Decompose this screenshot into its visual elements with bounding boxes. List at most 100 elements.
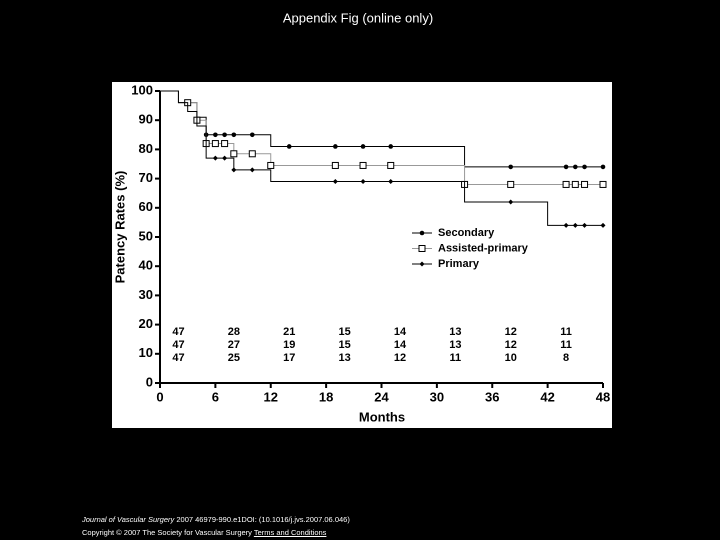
censor-marker [563,164,569,170]
censor-marker [230,150,238,158]
at-risk-count: 27 [228,339,240,351]
x-tick-label: 30 [430,389,444,404]
at-risk-count: 47 [172,352,184,364]
censor-marker [582,164,587,170]
legend-label: Primary [438,258,480,270]
censor-marker [286,144,292,149]
at-risk-count: 21 [283,326,295,338]
at-risk-count: 14 [394,326,407,338]
censor-marker [222,132,227,138]
citation-text: 2007 46979-990.e1DOI: (10.1016/j.jvs.200… [174,515,350,524]
y-tick-label: 90 [139,112,153,127]
y-tick-label: 80 [139,141,153,156]
censor-marker [582,222,588,228]
censor-marker [267,161,275,169]
legend-label: Secondary [438,227,495,239]
at-risk-count: 11 [560,339,572,351]
at-risk-count: 13 [449,339,461,351]
citation: Journal of Vascular Surgery 2007 46979-9… [82,515,350,524]
y-tick-label: 20 [139,316,153,331]
copyright-line: Copyright © 2007 The Society for Vascula… [82,528,326,537]
journal: Journal of Vascular Surgery [82,515,175,524]
censor-marker [562,180,570,188]
legend-label: Assisted-primary [438,242,529,254]
censor-marker [507,180,515,188]
censor-marker [221,140,229,148]
at-risk-count: 10 [505,352,517,364]
at-risk-count: 25 [228,352,240,364]
censor-marker [212,155,218,161]
at-risk-count: 17 [283,352,295,364]
y-tick-label: 100 [131,82,153,97]
censor-marker [388,144,394,149]
x-tick-label: 36 [485,389,499,404]
survival-line [160,90,603,226]
censor-marker [248,150,256,158]
censor-marker [563,222,569,228]
terms-link[interactable]: Terms and Conditions [253,528,327,537]
x-axis-label: Months [359,409,405,424]
x-tick-label: 12 [264,389,278,404]
at-risk-count: 11 [560,326,572,338]
censor-marker [231,167,237,173]
x-tick-label: 42 [540,389,554,404]
censor-marker [600,164,606,170]
censor-marker [331,161,339,169]
censor-marker [572,222,578,228]
x-tick-label: 18 [319,389,333,404]
censor-marker [573,164,578,170]
at-risk-count: 28 [228,326,240,338]
y-tick-label: 30 [139,287,153,302]
y-tick-label: 60 [139,199,153,214]
censor-marker [419,261,425,267]
censor-marker [508,199,514,205]
at-risk-count: 12 [505,339,517,351]
censor-marker [418,245,426,252]
censor-marker [231,132,237,138]
y-tick-label: 40 [139,258,153,273]
censor-marker [360,144,366,149]
at-risk-count: 47 [172,326,184,338]
y-axis-label: Patency Rates (%) [112,171,127,284]
y-tick-label: 50 [139,228,153,243]
censor-marker [222,155,228,161]
at-risk-count: 14 [394,339,407,351]
at-risk-count: 13 [338,352,350,364]
censor-marker [333,144,338,149]
censor-marker [388,179,394,185]
censor-marker [600,222,606,228]
at-risk-count: 19 [283,339,295,351]
censor-marker [249,167,255,173]
censor-marker [599,180,607,188]
y-tick-label: 10 [139,345,153,360]
y-tick-label: 70 [139,170,153,185]
at-risk-count: 15 [338,339,350,351]
censor-marker [249,132,255,138]
at-risk-count: 47 [172,339,184,351]
copyright: Copyright © 2007 The Society for Vascula… [82,528,252,537]
at-risk-count: 11 [450,352,462,364]
censor-marker [332,179,338,185]
x-tick-label: 24 [374,389,389,404]
chart-panel [112,82,612,428]
x-tick-label: 0 [156,389,163,404]
at-risk-count: 15 [338,326,350,338]
slide-title: Appendix Fig (online only) [283,10,433,25]
censor-marker [359,161,367,169]
censor-marker [211,140,219,148]
at-risk-count: 12 [394,352,406,364]
at-risk-count: 8 [563,352,569,364]
censor-marker [508,164,514,170]
censor-marker [419,230,425,236]
censor-marker [571,180,579,188]
censor-marker [360,179,366,185]
censor-marker [581,180,589,188]
censor-marker [213,132,218,138]
y-tick-label: 0 [146,374,153,389]
censor-marker [387,161,395,169]
x-tick-label: 48 [596,389,610,404]
x-tick-label: 6 [212,389,219,404]
at-risk-count: 13 [449,326,461,338]
